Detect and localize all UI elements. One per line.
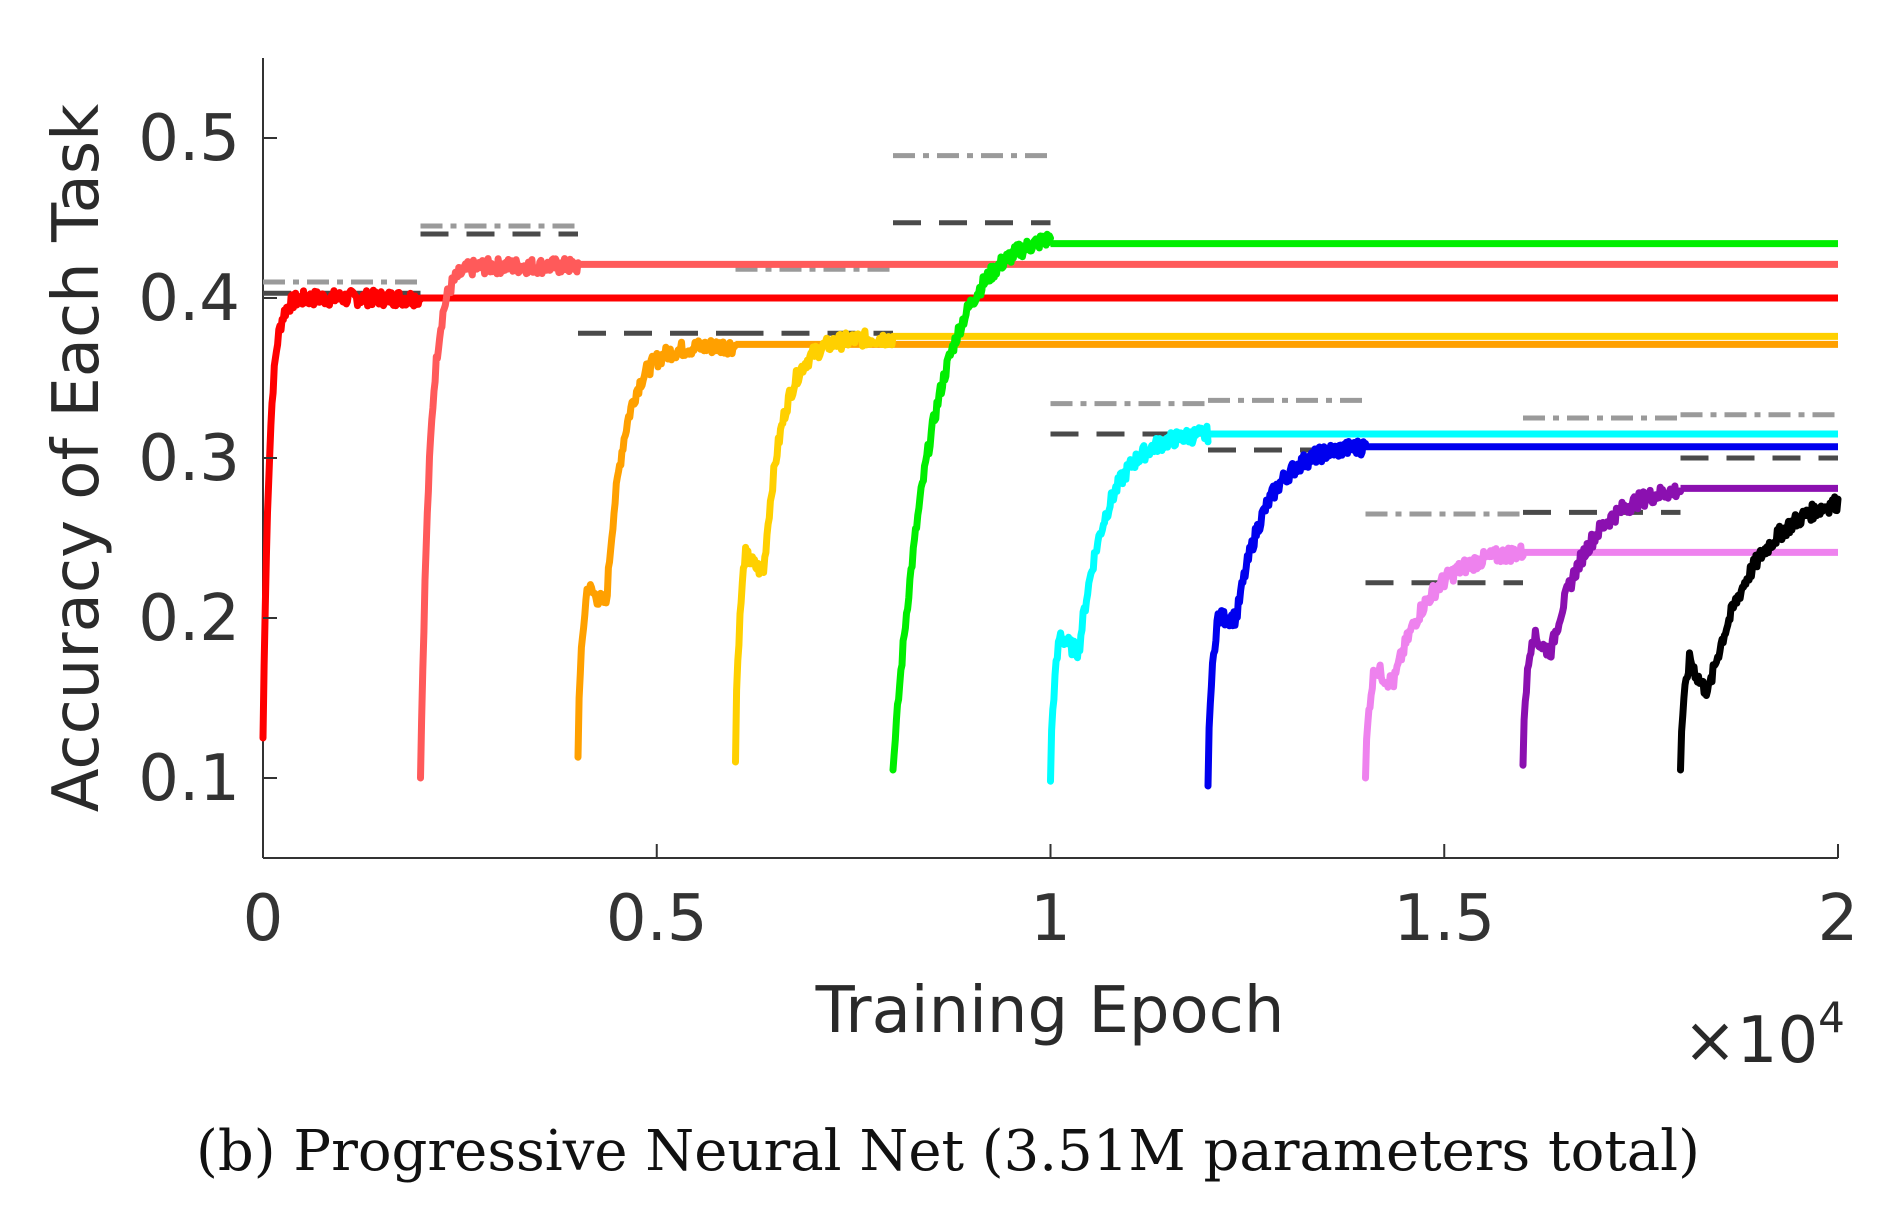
series-curve-4 [732,327,897,766]
x-axis-ticks: 0 0.5 1 1.5 2 [243,844,1859,956]
y-tick-label: 0.3 [138,422,240,496]
series-curve-6 [1047,422,1212,785]
series-curve-2 [417,255,582,782]
series-curve-9 [1519,482,1684,769]
x-tick-label: 1 [1030,882,1071,956]
y-tick-label: 0.4 [138,262,240,336]
series-curve-5 [889,230,1054,774]
y-tick-label: 0.5 [138,102,240,176]
y-axis-title: Accuracy of Each Task [40,104,114,812]
reference-lines [263,153,1838,586]
y-tick-label: 0.2 [138,582,240,656]
series-curve-7 [1204,437,1369,790]
plot-area: 0 0.5 1 1.5 2 0.1 0.2 0.3 0.4 0.5 [138,58,1858,956]
figure-caption: (b) Progressive Neural Net (3.51M parame… [196,1119,1700,1184]
x-axis-multiplier-exponent: 4 [1818,993,1845,1042]
x-tick-label: 1.5 [1393,882,1495,956]
series-curve-3 [574,337,739,761]
series-curve-8 [1362,542,1527,782]
x-tick-label: 0 [243,882,284,956]
x-tick-label: 0.5 [606,882,708,956]
y-axis-ticks: 0.1 0.2 0.3 0.4 0.5 [138,102,277,816]
y-tick-label: 0.1 [138,742,240,816]
x-axis-multiplier: ×104 [1683,993,1845,1078]
series-layer [259,230,1842,790]
series-curve-1 [259,286,424,742]
x-axis-title: Training Epoch [815,974,1285,1048]
x-tick-label: 2 [1818,882,1859,956]
series-curve-10 [1677,493,1842,774]
x-axis-multiplier-base: ×10 [1683,1004,1818,1078]
